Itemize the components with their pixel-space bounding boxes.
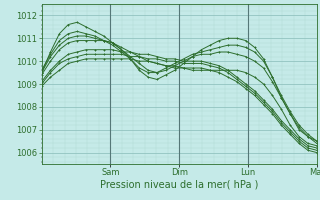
X-axis label: Pression niveau de la mer( hPa ): Pression niveau de la mer( hPa )	[100, 180, 258, 190]
